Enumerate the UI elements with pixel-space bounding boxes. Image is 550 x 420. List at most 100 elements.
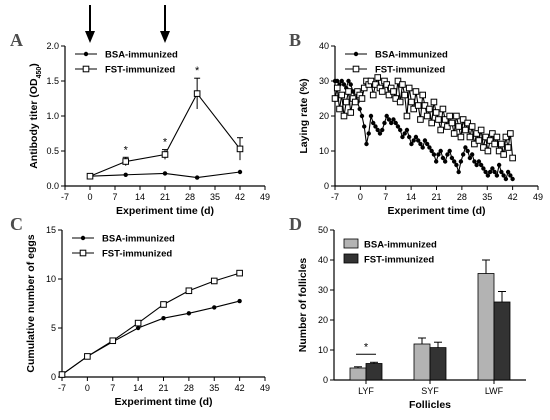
data-point: [484, 147, 492, 155]
data-point: [489, 130, 496, 137]
y-tick-label: 0: [51, 372, 56, 382]
data-point: [210, 277, 218, 285]
data-point: [415, 138, 421, 143]
data-point: [430, 98, 438, 106]
y-tick-label: 20: [319, 111, 329, 121]
x-tick-label: 28: [457, 192, 467, 202]
series-line: [61, 300, 240, 375]
data-point: [436, 152, 441, 157]
data-point: [460, 152, 466, 157]
y-axis-title: Laying rate (%): [298, 78, 310, 153]
panel-a-antibody-titer: -7 0 7 14 21 28 35 42 49 0.0 0.5 1.0 1.5 2.0 Experimen…: [28, 5, 270, 217]
data-point: [358, 95, 366, 102]
data-point: [442, 159, 448, 164]
data-point: [438, 148, 443, 154]
data-point: [431, 152, 437, 157]
data-point: [84, 353, 91, 360]
data-point: [236, 145, 244, 153]
data-point: [236, 269, 243, 277]
panel-letter-d: D: [289, 214, 302, 234]
data-point: [360, 84, 368, 92]
data-point: [496, 162, 502, 168]
data-point: [134, 319, 142, 327]
data-point: [499, 169, 504, 175]
data-point: [413, 134, 419, 140]
data-point: [347, 109, 355, 116]
data-point: [371, 120, 376, 126]
y-tick-label: 30: [318, 285, 328, 295]
data-point: [390, 88, 397, 95]
data-point: [385, 91, 393, 99]
data-point: [406, 134, 412, 140]
x-tick-label: 42: [235, 383, 245, 393]
data-point: [367, 77, 375, 85]
y-axis-title-main: Laying rate (%): [298, 78, 310, 153]
data-point: [338, 91, 346, 99]
data-point: [409, 141, 414, 147]
data-point: [185, 287, 193, 295]
data-point: [342, 98, 350, 106]
data-point: [340, 112, 348, 120]
data-point: [449, 155, 455, 161]
data-point: [362, 124, 367, 129]
y-tick-label: 40: [318, 255, 328, 265]
legend-marker: [82, 65, 90, 73]
data-point: [467, 155, 473, 161]
x-tick-label: 7: [110, 383, 115, 393]
legend-marker: [83, 51, 89, 57]
data-point: [161, 316, 166, 321]
significance-mark: *: [163, 137, 168, 149]
legend-marker: [353, 51, 359, 57]
data-point: [429, 148, 434, 154]
x-tick-label: 21: [160, 192, 170, 202]
y-tick-label: 50: [318, 225, 328, 235]
data-point: [364, 141, 369, 147]
legend-label: FST-immunized: [364, 255, 434, 266]
legend-label: BSA-immunized: [375, 50, 448, 61]
data-point: [454, 162, 459, 168]
data-point: [389, 120, 394, 126]
data-point: [351, 98, 359, 106]
data-point: [331, 95, 339, 102]
data-point: [414, 102, 422, 109]
data-point: [491, 140, 498, 148]
data-point: [374, 74, 382, 81]
data-point: [462, 126, 469, 134]
x-tick-label: 35: [209, 383, 219, 393]
data-point: [345, 88, 352, 95]
legend-marker: [352, 65, 360, 73]
y-tick-label: 0.0: [46, 181, 59, 191]
data-point: [481, 166, 486, 171]
data-point: [160, 301, 167, 308]
x-tick-label: 35: [210, 192, 220, 202]
data-point: [447, 148, 452, 154]
bar: [365, 363, 383, 381]
data-point: [507, 130, 514, 137]
y-tick-label: 1.5: [46, 76, 59, 86]
data-point: [440, 155, 446, 161]
y-tick-label: 2.0: [46, 41, 59, 51]
x-tick-label: LYF: [358, 386, 374, 396]
data-point: [336, 105, 343, 113]
significance-mark: *: [124, 144, 129, 156]
legend-label: BSA-immunized: [102, 234, 175, 245]
data-point: [380, 127, 385, 133]
data-point: [433, 159, 439, 164]
data-point: [459, 116, 467, 123]
data-point: [193, 90, 201, 97]
y-axis-title: Antibody titer (OD450): [28, 63, 43, 169]
bar: [493, 301, 511, 381]
data-point: [487, 169, 493, 175]
y-tick-label: 5: [51, 323, 56, 333]
data-point: [404, 127, 410, 133]
x-tick-label: -7: [331, 192, 339, 202]
data-point: [86, 172, 94, 180]
data-point: [346, 78, 351, 84]
data-point: [161, 151, 169, 158]
data-point: [394, 77, 402, 85]
data-point: [366, 131, 371, 136]
y-axis-title-main: Antibody titer (OD: [28, 78, 40, 169]
x-tick-label: 14: [135, 192, 145, 202]
